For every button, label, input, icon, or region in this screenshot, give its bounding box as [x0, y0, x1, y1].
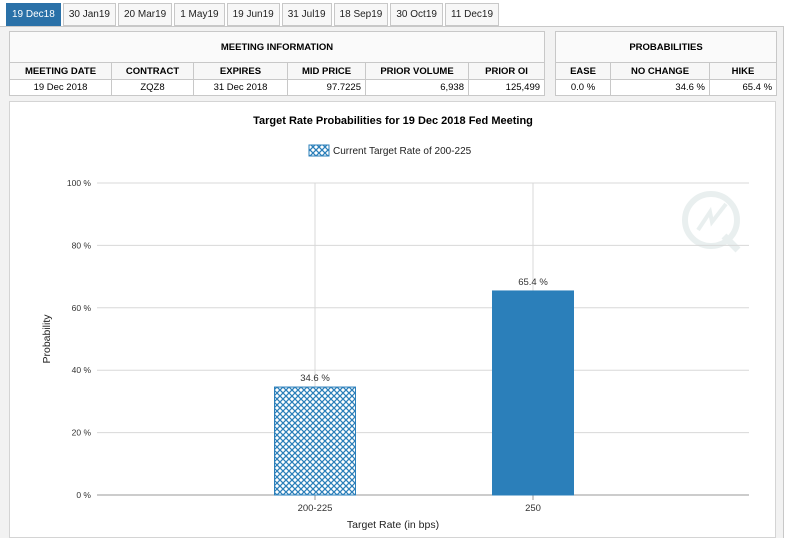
scroll-gutter — [784, 0, 811, 538]
x-tick-label: 250 — [525, 503, 541, 514]
probabilities-table: PROBABILITIES EASE NO CHANGE HIKE 0.0 % 34.… — [554, 31, 778, 96]
meeting-header-3: MID PRICE — [287, 62, 366, 80]
y-axis-label: Probability — [41, 314, 53, 364]
meeting-tabs: 19 Dec18 30 Jan19 20 Mar19 1 May19 19 Jun19 3… — [6, 3, 500, 26]
target-rate-chart: 0 % 20 % 40 % 60 % 80 % 100 % 34.6 % 200-225 65.… — [9, 101, 776, 538]
meeting-cell-4: 6,938 — [365, 79, 469, 96]
bar-200-225 — [274, 386, 356, 496]
y-tick-label: 60 % — [72, 303, 92, 313]
meeting-cell-2: 31 Dec 2018 — [193, 79, 288, 96]
meeting-cell-1: ZQZ8 — [111, 79, 194, 96]
prob-header-1: NO CHANGE — [610, 62, 710, 80]
bar-value-label: 34.6 % — [300, 373, 330, 384]
watermark-logo — [682, 191, 741, 253]
prob-cell-1: 34.6 % — [610, 79, 710, 96]
y-tick-label: 0 % — [76, 490, 91, 500]
x-axis-label: Target Rate (in bps) — [347, 519, 439, 531]
tab-30-oct19[interactable]: 30 Oct19 — [390, 3, 443, 26]
probabilities-title: PROBABILITIES — [554, 31, 778, 63]
meeting-header-2: EXPIRES — [193, 62, 288, 80]
meeting-header-4: PRIOR VOLUME — [365, 62, 469, 80]
prob-header-0: EASE — [555, 62, 611, 80]
meeting-information-table: MEETING INFORMATION MEETING DATE CONTRACT… — [8, 31, 546, 96]
prob-cell-2: 65.4 % — [708, 79, 778, 96]
y-tick-label: 40 % — [72, 365, 92, 375]
prob-header-2: HIKE — [708, 62, 778, 80]
tab-30-jan19[interactable]: 30 Jan19 — [62, 3, 116, 26]
tab-20-mar19[interactable]: 20 Mar19 — [117, 3, 173, 26]
bar-250 — [492, 290, 574, 496]
y-tick-label: 100 % — [67, 178, 92, 188]
bar-value-label: 65.4 % — [518, 277, 548, 288]
y-tick-label: 20 % — [72, 428, 92, 438]
meeting-cell-0: 19 Dec 2018 — [9, 79, 112, 96]
meeting-cell-5: 125,499 — [467, 79, 546, 96]
tab-18-sep19[interactable]: 18 Sep19 — [333, 3, 389, 26]
tab-11-dec19[interactable]: 11 Dec19 — [444, 3, 500, 26]
tab-19-dec18[interactable]: 19 Dec18 — [6, 3, 61, 26]
x-tick-label: 200-225 — [298, 503, 333, 514]
legend-label: Current Target Rate of 200-225 — [333, 146, 472, 157]
chart-svg: 0 % 20 % 40 % 60 % 80 % 100 % 34.6 % 200-225 65.… — [41, 115, 749, 531]
meeting-cell-3: 97.7225 — [287, 79, 366, 96]
meeting-header-5: PRIOR OI — [467, 62, 546, 80]
tab-31-jul19[interactable]: 31 Jul19 — [281, 3, 332, 26]
chart-title: Target Rate Probabilities for 19 Dec 201… — [253, 115, 533, 127]
y-tick-label: 80 % — [72, 240, 92, 250]
meeting-info-title: MEETING INFORMATION — [8, 31, 546, 63]
legend-swatch — [308, 144, 330, 157]
prob-cell-0: 0.0 % — [555, 79, 611, 96]
tab-19-jun19[interactable]: 19 Jun19 — [226, 3, 280, 26]
meeting-header-0: MEETING DATE — [9, 62, 112, 80]
meeting-header-1: CONTRACT — [111, 62, 194, 80]
tab-1-may19[interactable]: 1 May19 — [174, 3, 225, 26]
